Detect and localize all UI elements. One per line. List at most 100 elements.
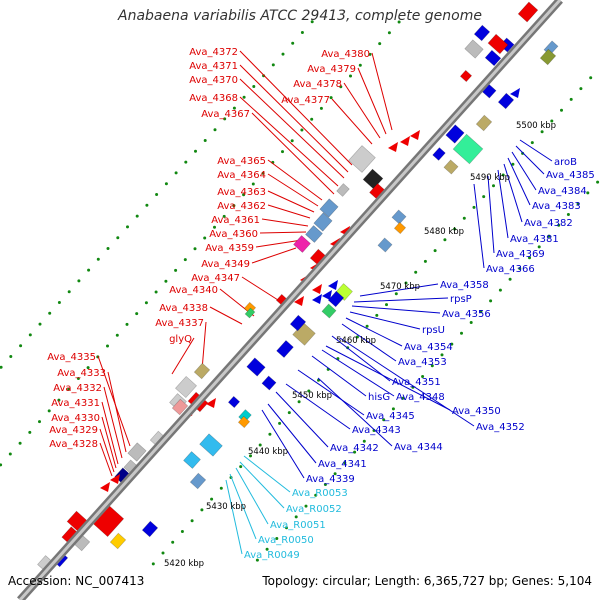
- left-gene-label[interactable]: Ava_4370: [189, 75, 238, 86]
- scale-dot: [258, 443, 262, 447]
- right-gene-label[interactable]: Ava_4345: [366, 411, 415, 422]
- rna-gene-label[interactable]: Ava_R0050: [258, 535, 314, 546]
- rna-gene-label[interactable]: Ava_R0051: [270, 520, 326, 531]
- right-gene-label[interactable]: Ava_4339: [306, 474, 355, 485]
- left-gene-label[interactable]: glyQ: [169, 334, 192, 345]
- left-gene-label[interactable]: Ava_4331: [51, 398, 100, 409]
- right-gene-label[interactable]: Ava_4344: [394, 442, 443, 453]
- left-gene-label[interactable]: Ava_4379: [307, 64, 356, 75]
- left-gene-label[interactable]: Ava_4335: [47, 352, 96, 363]
- left-gene-label[interactable]: Ava_4349: [201, 259, 250, 270]
- right-gene-label[interactable]: Ava_4383: [532, 201, 581, 212]
- rna-gene-leader-line: [229, 473, 257, 540]
- right-gene-label[interactable]: Ava_4352: [476, 422, 525, 433]
- left-gene-label[interactable]: Ava_4337: [155, 318, 204, 329]
- right-gene-label[interactable]: Ava_4369: [496, 249, 545, 260]
- scale-dot: [462, 216, 466, 220]
- left-gene-label[interactable]: Ava_4367: [201, 109, 250, 120]
- gene-feature: [464, 39, 484, 59]
- scale-dot: [190, 519, 194, 523]
- left-gene-label[interactable]: Ava_4361: [211, 215, 260, 226]
- right-gene-label[interactable]: Ava_4341: [318, 459, 367, 470]
- left-gene-leader-line: [255, 239, 303, 248]
- scale-dot: [358, 63, 362, 67]
- left-gene-label[interactable]: Ava_4333: [57, 368, 106, 379]
- scale-dot: [219, 486, 223, 490]
- left-gene-label[interactable]: Ava_4328: [49, 439, 98, 450]
- left-gene-label[interactable]: Ava_4360: [209, 229, 258, 240]
- scale-dot: [38, 420, 41, 424]
- right-gene-leader-line: [339, 337, 475, 427]
- scale-dot: [469, 321, 473, 324]
- right-gene-label[interactable]: hisG: [368, 392, 390, 403]
- right-gene-label[interactable]: Ava_4348: [396, 392, 445, 403]
- rna-gene-label[interactable]: Ava_R0053: [292, 488, 348, 499]
- scale-label: 5420 kbp: [164, 559, 204, 569]
- genome-backbone: [17, 0, 563, 600]
- right-gene-label[interactable]: Ava_4343: [352, 425, 401, 436]
- scale-dot: [194, 149, 197, 153]
- scale-dot: [203, 236, 207, 240]
- left-gene-leader-line: [107, 371, 127, 453]
- scale-dot: [304, 504, 308, 508]
- left-gene-label[interactable]: Ava_4371: [189, 61, 238, 72]
- scale-dot: [213, 225, 216, 229]
- right-gene-label[interactable]: Ava_4356: [442, 309, 491, 320]
- right-gene-leader-line: [503, 163, 523, 223]
- left-gene-label[interactable]: Ava_4380: [321, 49, 370, 60]
- left-gene-label[interactable]: Ava_4340: [169, 285, 218, 296]
- right-gene-label[interactable]: Ava_4385: [546, 170, 595, 181]
- scale-dot: [154, 290, 158, 294]
- left-gene-label[interactable]: Ava_4372: [189, 47, 238, 58]
- gene-feature: [289, 314, 307, 332]
- right-gene-label[interactable]: Ava_4354: [404, 342, 453, 353]
- left-gene-label[interactable]: Ava_4329: [49, 425, 98, 436]
- scale-dot: [294, 515, 298, 519]
- right-gene-label[interactable]: rpsU: [422, 325, 445, 336]
- right-gene-label[interactable]: Ava_4384: [538, 186, 587, 197]
- scale-dot: [323, 483, 327, 486]
- left-gene-label[interactable]: Ava_4377: [281, 95, 330, 106]
- rna-gene-label[interactable]: Ava_R0052: [286, 504, 342, 515]
- right-gene-label[interactable]: Ava_4366: [486, 264, 535, 275]
- left-gene-label[interactable]: Ava_4368: [189, 93, 238, 104]
- left-gene-label[interactable]: Ava_4378: [293, 79, 342, 90]
- scale-dot: [569, 97, 573, 101]
- left-gene-label[interactable]: Ava_4330: [51, 413, 100, 424]
- left-gene-leader-line: [267, 190, 315, 213]
- right-gene-label[interactable]: rpsP: [450, 294, 472, 305]
- scale-dot: [0, 365, 3, 369]
- right-gene-label[interactable]: Ava_4381: [510, 234, 559, 245]
- left-gene-label[interactable]: Ava_4332: [53, 383, 102, 394]
- left-gene-leader-line: [267, 159, 323, 201]
- gene-arrow: [206, 398, 216, 408]
- gene-feature: [391, 209, 407, 225]
- right-gene-label[interactable]: Ava_4342: [330, 443, 379, 454]
- left-gene-label[interactable]: Ava_4362: [217, 201, 266, 212]
- right-gene-label[interactable]: Ava_4353: [398, 357, 447, 368]
- left-gene-label[interactable]: Ava_4364: [217, 170, 266, 181]
- right-gene-label[interactable]: Ava_4351: [392, 377, 441, 388]
- right-gene-label[interactable]: aroB: [554, 157, 577, 168]
- left-gene-label[interactable]: Ava_4347: [191, 273, 240, 284]
- right-gene-leader-line: [345, 317, 403, 347]
- scale-dot: [404, 281, 408, 285]
- right-gene-label[interactable]: Ava_4350: [452, 406, 501, 417]
- scale-dot: [242, 95, 246, 99]
- left-gene-label[interactable]: Ava_4363: [217, 187, 266, 198]
- right-gene-label[interactable]: Ava_4358: [440, 280, 489, 291]
- scale-dot: [28, 333, 32, 337]
- left-gene-label[interactable]: Ava_4365: [217, 156, 266, 167]
- rna-gene-leader-line: [225, 479, 243, 555]
- left-gene-label[interactable]: Ava_4338: [159, 303, 208, 314]
- left-gene-label[interactable]: Ava_4359: [205, 243, 254, 254]
- left-gene-leader-line: [99, 428, 115, 473]
- scale-dot: [18, 441, 22, 445]
- left-gene-leader-line: [103, 386, 123, 459]
- gene-feature: [459, 69, 473, 83]
- scale-dot: [126, 225, 129, 229]
- rna-gene-label[interactable]: Ava_R0049: [244, 550, 300, 561]
- right-gene-label[interactable]: Ava_4382: [524, 218, 573, 229]
- gene-feature: [393, 221, 407, 235]
